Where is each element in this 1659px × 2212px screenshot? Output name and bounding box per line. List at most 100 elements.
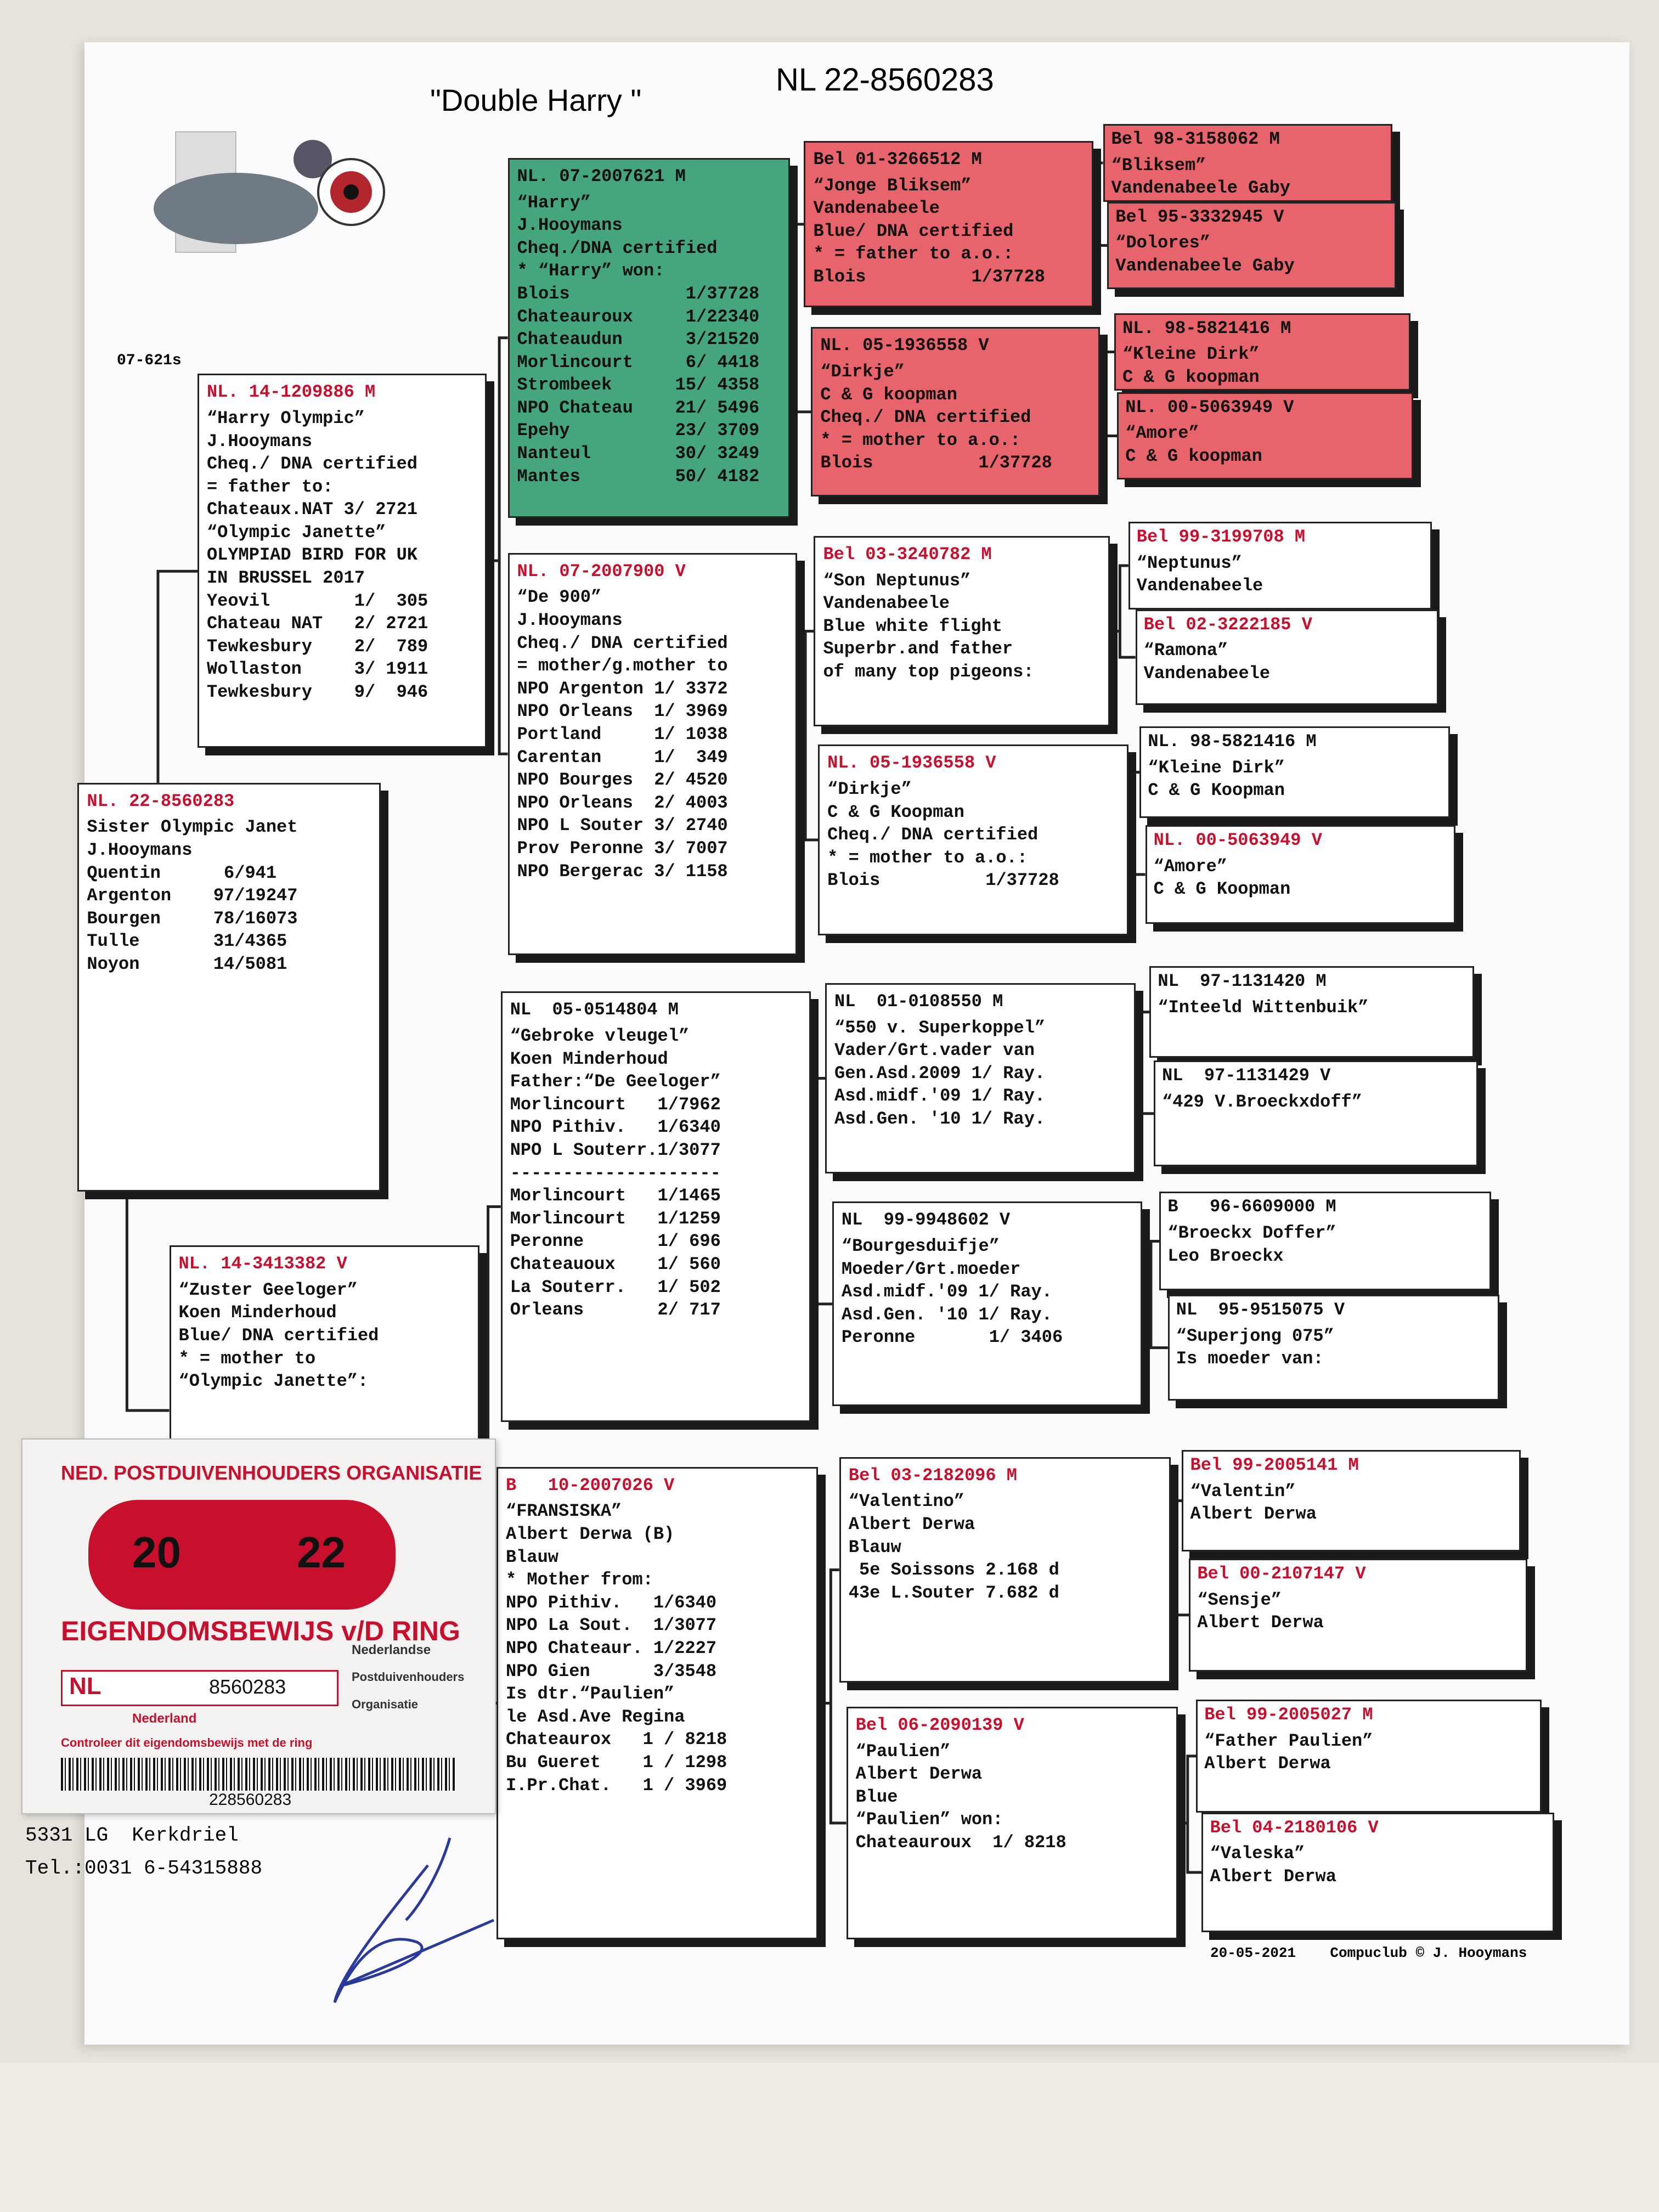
box-line: Chateauroux 1/22340 [517,306,760,327]
pedigree-box: NL. 14-1209886 M “Harry Olympic” J.Hooyman… [197,374,487,748]
ring-header: NL. 98-5821416 M [1148,731,1317,752]
box-line: Blois 1/37728 [517,283,760,304]
box-line: Nanteul 30/ 3249 [517,443,760,464]
box-line: “Olympic Janette”: [178,1371,369,1392]
pedigree-box: NL 01-0108550 M “550 v. Superkoppel” Vader… [825,983,1136,1174]
card-org-word: Nederlandse [352,1643,431,1657]
box-line: “429 V.Broeckxdoff” [1162,1091,1362,1112]
card-country: NL [69,1673,101,1700]
box-line: Asd.midf.'09 1/ Ray. [834,1086,1046,1107]
address: 5331 LG Kerkdriel [25,1824,239,1847]
box-line: Morlincourt 6/ 4418 [517,352,760,373]
box-line: J.Hooymans [517,610,623,631]
pedigree-box: Bel 98-3158062 M “Bliksem” Vandenabeele Ga… [1103,124,1392,202]
connector [1172,1499,1189,1617]
box-line: Is dtr.“Paulien” [505,1684,675,1705]
box-line: Prov Peronne 3/ 7007 [517,838,728,859]
pedigree-box: B 96-6609000 M “Broeckx Doffer” Leo Broeck… [1159,1192,1491,1291]
pedigree-box: Bel 00-2107147 V “Sensje” Albert Derwa [1189,1558,1528,1672]
box-line: Albert Derwa [848,1514,975,1535]
box-line: J.Hooymans [517,215,623,236]
box-line: “Inteeld Wittenbuik” [1158,997,1369,1018]
box-line: Carentan 1/ 349 [517,747,728,768]
box-line: “Kleine Dirk” [1148,757,1285,778]
connector [1130,771,1146,876]
box-line: 43e L.Souter 7.682 d [848,1582,1059,1603]
box-line: “Ramona” [1143,640,1228,661]
box-line: NPO Pithiv. 1/6340 [505,1592,717,1613]
pigeon-logo [154,131,385,253]
connector [1186,1754,1202,1874]
box-line: Blauw [505,1547,558,1567]
connector [498,336,508,755]
pedigree-box: NL. 05-1936558 V “Dirkje” C & G koopman Che… [811,327,1101,496]
box-line: Father:“De Geeloger” [510,1071,721,1092]
box-line: “Son Neptunus” [823,570,971,591]
ring-header: NL 05-0514804 M [510,1000,679,1020]
box-line: Mantes 50/ 4182 [517,466,760,487]
connector [156,569,198,783]
box-line: “Superjong 075” [1176,1325,1334,1346]
box-line: NPO Bourges 2/ 4520 [517,770,728,791]
box-line: Chateaurox 1 / 8218 [505,1729,727,1750]
connector [829,1568,847,1825]
pedigree-box: Bel 04-2180106 V “Valeska” Albert Derwa [1201,1812,1555,1933]
box-line: Sister Olympic Janet [87,817,298,838]
box-line: “Dirkje” [827,779,912,800]
pedigree-box: Bel 03-2182096 M “Valentino” Albert Derwa B… [839,1457,1171,1683]
box-line: Blois 1/37728 [813,267,1045,287]
pedigree-box: Bel 99-2005027 M “Father Paulien” Albert D… [1196,1700,1542,1813]
box-line: Vandenabeele [1143,663,1271,684]
box-line: NPO Chateaur. 1/2227 [505,1638,717,1658]
box-line: Morlincourt 1/1259 [510,1208,721,1229]
box-line: La Souterr. 1/ 502 [510,1277,721,1297]
box-line: Blue white flight [823,616,1002,636]
ring-header: NL 01-0108550 M [834,991,1003,1012]
ring-header: Bel 98-3158062 M [1111,129,1280,150]
box-line: * = mother to a.o.: [827,847,1028,868]
card-year-left: 20 [132,1528,181,1577]
ring-header: NL 99-9948602 V [841,1210,1011,1231]
box-line: NPO L Souter 3/ 2740 [517,815,728,836]
box-line: Blue/ DNA certified [178,1325,379,1346]
box-line: J.Hooymans [87,840,193,861]
connector [815,1077,832,1306]
box-line: * Mother from: [505,1570,653,1590]
box-line: Vandenabeele [823,593,950,614]
card-ring-number: 8560283 [209,1675,286,1698]
box-line: “Harry” [517,192,591,213]
pedigree-box: Bel 01-3266512 M “Jonge Bliksem” Vandenabe… [804,141,1093,308]
eye-pupil [343,184,359,200]
box-line: “Neptunus” [1136,552,1242,573]
box-line: Cheq./ DNA certified [827,825,1039,845]
connector [1118,564,1136,659]
pedigree-box: NL. 98-5821416 M “Kleine Dirk” C & G Koopm… [1139,726,1450,819]
footer: 20-05-2021 Compuclub © J. Hooymans [1210,1945,1527,1961]
code: 07-621s [117,352,182,369]
box-line: “Sensje” [1197,1589,1282,1610]
box-line: Chateauoux 1/ 560 [510,1254,721,1274]
box-line: Wollaston 3/ 1911 [206,659,428,680]
pedigree-box: NL. 05-1936558 V “Dirkje” C & G Koopman Che… [818,744,1128,935]
box-line: Blue/ DNA certified [813,221,1014,241]
box-line: Tewkesbury 9/ 946 [206,682,428,703]
ring-header: Bel 95-3332945 V [1115,206,1284,227]
box-line: NPO Gien 3/3548 [505,1661,717,1681]
box-line: “Dirkje” [820,362,905,382]
box-line: 5e Soissons 2.168 d [848,1560,1059,1581]
pedigree-box: Bel 95-3332945 V “Dolores” Vandenabeele Ga… [1107,201,1397,290]
box-line: “Amore” [1153,856,1228,877]
box-line: Is moeder van: [1176,1348,1324,1369]
pedigree-box: NL. 07-2007900 V “De 900” J.Hooymans Cheq./… [507,552,797,955]
box-line: Epehy 23/ 3709 [517,420,760,441]
box-line: * = father to a.o.: [813,244,1014,264]
box-line: Albert Derwa [855,1764,983,1785]
connector [125,1192,170,1412]
ring-header: Bel 00-2107147 V [1197,1563,1366,1584]
ring-header: Bel 01-3266512 M [813,149,982,170]
ring-header: Bel 99-2005027 M [1204,1705,1373,1725]
box-line: “Dolores” [1115,233,1211,253]
box-line: Cheq./DNA certified [517,238,718,258]
box-line: Bourgen 78/16073 [87,908,298,929]
pedigree-box: NL 95-9515075 V “Superjong 075” Is moeder … [1167,1295,1499,1401]
